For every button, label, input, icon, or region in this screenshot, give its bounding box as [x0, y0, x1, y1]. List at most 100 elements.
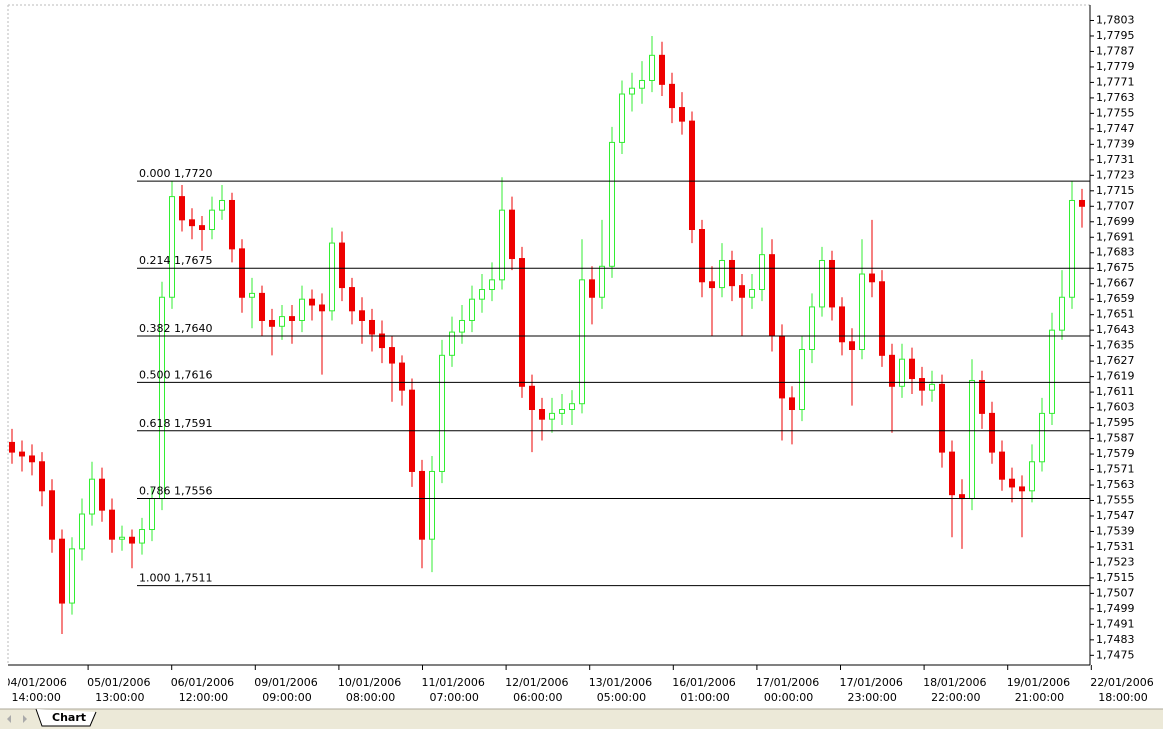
candle-body: [959, 494, 965, 500]
fib-level-label: 0.214 1,7675: [139, 254, 212, 267]
candle-body: [729, 259, 735, 287]
candle-body: [439, 354, 445, 472]
y-tick-label: 1,7659: [1096, 292, 1135, 305]
candle-body: [639, 79, 645, 89]
y-tick-label: 1,7787: [1096, 44, 1135, 57]
candle-body: [79, 513, 85, 550]
x-tick-date: 09/01/2006: [254, 676, 317, 689]
candle-body: [669, 83, 675, 109]
y-tick-label: 1,7539: [1096, 524, 1135, 537]
candle-body: [9, 441, 15, 453]
x-tick-time: 14:00:00: [12, 691, 61, 704]
x-tick-date: 17/01/2006: [756, 676, 819, 689]
candle-body: [789, 397, 795, 411]
candle-body: [89, 478, 95, 515]
candle-body: [539, 409, 545, 420]
candle-body: [1079, 199, 1085, 207]
y-tick-label: 1,7515: [1096, 571, 1135, 584]
candle-body: [569, 403, 575, 411]
candle-body: [219, 199, 225, 211]
candle-body: [339, 242, 345, 289]
y-tick-label: 1,7643: [1096, 323, 1135, 336]
y-tick-label: 1,7651: [1096, 308, 1135, 321]
x-tick-date: 22/01/2006: [1090, 676, 1153, 689]
candle-body: [419, 470, 425, 540]
fib-level-label: 0.786 1,7556: [139, 485, 212, 498]
x-tick-time: 08:00:00: [346, 691, 395, 704]
candle-body: [859, 273, 865, 351]
candle-body: [699, 229, 705, 283]
candle-body: [749, 289, 755, 298]
x-tick-date: 11/01/2006: [422, 676, 485, 689]
candle-body: [479, 289, 485, 300]
candle-body: [559, 409, 565, 414]
candle-body: [319, 304, 325, 312]
x-tick-date: 18/01/2006: [923, 676, 986, 689]
candle-body: [139, 529, 145, 544]
fib-level-label: 0.618 1,7591: [139, 417, 212, 430]
candle-body: [249, 292, 255, 298]
candle-body: [949, 451, 955, 496]
candle-body: [579, 279, 585, 405]
candle-body: [349, 287, 355, 312]
candle-body: [59, 538, 65, 604]
candle-body: [1029, 461, 1035, 492]
candle-body: [779, 335, 785, 399]
x-tick-date: 06/01/2006: [171, 676, 234, 689]
candle-body: [609, 141, 615, 267]
tab-label[interactable]: Chart: [52, 711, 86, 724]
candle-body: [769, 254, 775, 337]
y-tick-label: 1,7475: [1096, 648, 1135, 661]
candle-body: [499, 209, 505, 281]
x-tick-time: 12:00:00: [179, 691, 228, 704]
y-tick-label: 1,7587: [1096, 432, 1135, 445]
price-axis: 1,7803 1,7795 1,7787 1,7779 1,7771 1,7763 1,77…: [1090, 13, 1135, 661]
y-tick-label: 1,7691: [1096, 230, 1135, 243]
y-tick-label: 1,7523: [1096, 555, 1135, 568]
candle-body: [969, 379, 975, 500]
y-tick-label: 1,7715: [1096, 184, 1135, 197]
candle-body: [329, 242, 335, 312]
candle-body: [69, 548, 75, 604]
plot-area: [9, 35, 1085, 635]
y-tick-label: 1,7739: [1096, 137, 1135, 150]
candle-body: [1009, 478, 1015, 488]
candle-body: [589, 279, 595, 298]
x-tick-time: 21:00:00: [1015, 691, 1064, 704]
candle-body: [399, 362, 405, 391]
y-tick-label: 1,7707: [1096, 199, 1135, 212]
candle-body: [549, 412, 555, 420]
y-tick-label: 1,7683: [1096, 246, 1135, 259]
candle-body: [929, 383, 935, 391]
y-tick-label: 1,7803: [1096, 13, 1135, 26]
candle-body: [719, 259, 725, 289]
x-tick-time: 18:00:00: [1098, 691, 1147, 704]
candle-body: [989, 412, 995, 453]
candle-body: [909, 358, 915, 380]
y-tick-label: 1,7731: [1096, 153, 1135, 166]
y-tick-label: 1,7635: [1096, 339, 1135, 352]
y-tick-label: 1,7531: [1096, 540, 1135, 553]
candle-body: [489, 279, 495, 291]
candle-body: [389, 347, 395, 364]
candle-body: [189, 219, 195, 227]
candle-body: [469, 298, 475, 321]
candle-body: [199, 225, 205, 231]
candle-body: [279, 316, 285, 327]
candle-body: [1069, 199, 1075, 298]
x-tick-date: 04/01/2006: [4, 676, 67, 689]
x-tick-time: 23:00:00: [848, 691, 897, 704]
candle-body: [659, 54, 665, 85]
candle-body: [1059, 296, 1065, 331]
candle-body: [29, 455, 35, 463]
x-tick-date: 13/01/2006: [589, 676, 652, 689]
x-tick-time: 09:00:00: [262, 691, 311, 704]
time-axis: 04/01/2006 14:00:00 05/01/2006 13:00:00 06/0…: [4, 665, 1154, 704]
candle-body: [149, 498, 155, 531]
y-tick-label: 1,7699: [1096, 215, 1135, 228]
candle-body: [979, 379, 985, 414]
candle-body: [119, 536, 125, 540]
scroll-right[interactable]: [23, 715, 27, 723]
chart-tab[interactable]: [35, 708, 97, 727]
scroll-left[interactable]: [7, 715, 11, 723]
